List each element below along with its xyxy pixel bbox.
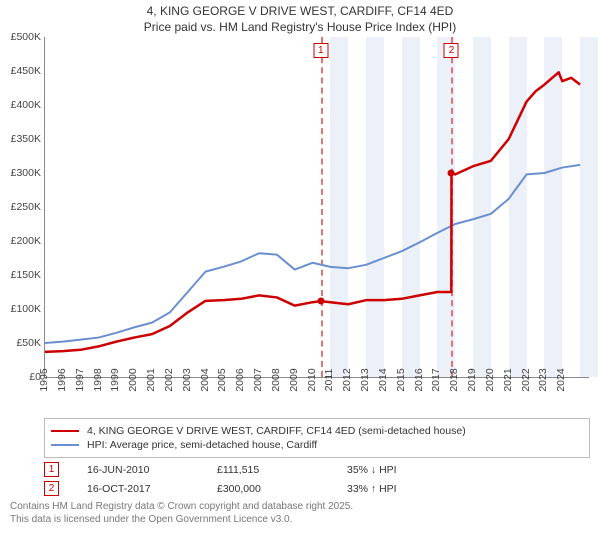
x-tick-label: 2009	[288, 369, 300, 392]
y-tick-label: £150K	[0, 269, 41, 281]
x-tick-label: 2003	[181, 369, 193, 392]
title-line-1: 4, KING GEORGE V DRIVE WEST, CARDIFF, CF…	[0, 4, 600, 20]
x-tick-label: 1996	[56, 369, 68, 392]
chart-container: 4, KING GEORGE V DRIVE WEST, CARDIFF, CF…	[0, 0, 600, 526]
y-tick-label: £0	[0, 371, 41, 383]
footer-line-2: This data is licensed under the Open Gov…	[10, 513, 590, 526]
y-tick-label: £450K	[0, 65, 41, 77]
y-tick-label: £50K	[0, 337, 41, 349]
x-tick-label: 2001	[145, 369, 157, 392]
x-tick-label: 2024	[555, 369, 567, 392]
x-tick-label: 2010	[306, 369, 318, 392]
x-tick-label: 2015	[395, 369, 407, 392]
sale-delta: 35% ↓ HPI	[347, 464, 477, 476]
plot-area: £0£50K£100K£150K£200K£250K£300K£350K£400…	[44, 37, 589, 378]
x-tick-label: 2007	[252, 369, 264, 392]
sale-date: 16-JUN-2010	[87, 464, 217, 476]
x-tick-label: 2023	[537, 369, 549, 392]
x-tick-label: 1998	[92, 369, 104, 392]
sale-date: 16-OCT-2017	[87, 483, 217, 495]
sale-price: £111,515	[217, 464, 347, 476]
x-axis: 1995199619971998199920002001200220032004…	[44, 378, 588, 412]
y-tick-label: £100K	[0, 303, 41, 315]
footer-line-1: Contains HM Land Registry data © Crown c…	[10, 500, 590, 513]
legend-swatch	[51, 444, 79, 446]
x-tick-label: 2013	[359, 369, 371, 392]
x-tick-label: 2006	[234, 369, 246, 392]
line-layer	[45, 37, 589, 377]
x-tick-label: 2002	[163, 369, 175, 392]
x-tick-label: 2004	[199, 369, 211, 392]
x-tick-label: 1995	[38, 369, 50, 392]
x-tick-label: 2018	[448, 369, 460, 392]
y-tick-label: £350K	[0, 133, 41, 145]
x-tick-label: 2008	[270, 369, 282, 392]
y-tick-label: £500K	[0, 31, 41, 43]
sale-delta: 33% ↑ HPI	[347, 483, 477, 495]
x-tick-label: 1999	[109, 369, 121, 392]
sale-marker-label: 2	[444, 43, 459, 58]
sale-index-box: 2	[44, 481, 59, 496]
y-tick-label: £400K	[0, 99, 41, 111]
x-tick-label: 2021	[502, 369, 514, 392]
sale-row: 2 16-OCT-2017£300,00033% ↑ HPI	[44, 481, 590, 496]
series-price_paid	[45, 73, 580, 352]
x-tick-label: 1997	[74, 369, 86, 392]
legend-item: HPI: Average price, semi-detached house,…	[51, 439, 583, 451]
x-tick-label: 2005	[216, 369, 228, 392]
y-tick-label: £200K	[0, 235, 41, 247]
sale-marker-dot	[448, 170, 455, 177]
sales-list: 1 16-JUN-2010£111,51535% ↓ HPI 2 16-OCT-201…	[44, 462, 590, 496]
legend-label: HPI: Average price, semi-detached house,…	[87, 439, 317, 451]
x-tick-label: 2022	[520, 369, 532, 392]
sale-index-box: 1	[44, 462, 59, 477]
footer-attribution: Contains HM Land Registry data © Crown c…	[10, 500, 590, 526]
y-tick-label: £300K	[0, 167, 41, 179]
x-tick-label: 2011	[323, 369, 335, 392]
legend-label: 4, KING GEORGE V DRIVE WEST, CARDIFF, CF…	[87, 425, 466, 437]
x-tick-label: 2014	[377, 369, 389, 392]
sale-price: £300,000	[217, 483, 347, 495]
y-tick-label: £250K	[0, 201, 41, 213]
x-tick-label: 2019	[466, 369, 478, 392]
series-hpi	[45, 165, 580, 343]
legend-swatch	[51, 430, 79, 432]
chart-area: £0£50K£100K£150K£200K£250K£300K£350K£400…	[44, 37, 590, 412]
chart-title: 4, KING GEORGE V DRIVE WEST, CARDIFF, CF…	[0, 0, 600, 37]
sale-marker-dot	[317, 298, 324, 305]
x-tick-label: 2017	[430, 369, 442, 392]
x-tick-label: 2000	[127, 369, 139, 392]
sale-row: 1 16-JUN-2010£111,51535% ↓ HPI	[44, 462, 590, 477]
title-line-2: Price paid vs. HM Land Registry's House …	[0, 20, 600, 36]
legend-item: 4, KING GEORGE V DRIVE WEST, CARDIFF, CF…	[51, 425, 583, 437]
legend: 4, KING GEORGE V DRIVE WEST, CARDIFF, CF…	[44, 418, 590, 458]
sale-marker-label: 1	[313, 43, 328, 58]
x-tick-label: 2016	[413, 369, 425, 392]
x-tick-label: 2012	[341, 369, 353, 392]
x-tick-label: 2020	[484, 369, 496, 392]
